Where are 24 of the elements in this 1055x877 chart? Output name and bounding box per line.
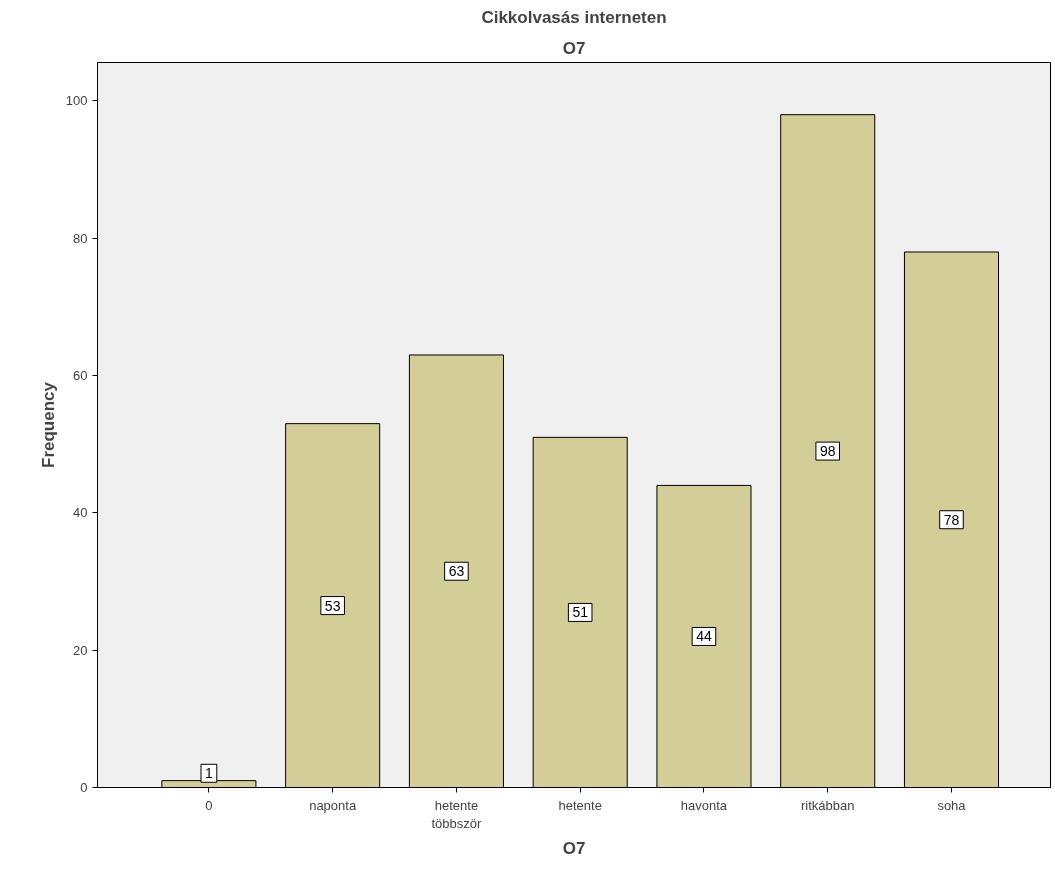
x-tick-label: naponta [309,797,357,813]
x-tick-label: soha [937,797,967,813]
chart-subtitle: O7 [562,38,586,58]
data-label: 63 [448,563,465,580]
chart-title: Cikkolvasás interneten [481,7,667,27]
x-tick-label: hetente [558,797,602,813]
x-axis-title: O7 [562,838,586,858]
data-label: 98 [819,443,836,460]
y-tick-label: 40 [73,505,88,521]
x-tick-label: havonta [680,797,728,813]
y-tick-label: 0 [80,780,88,795]
y-tick-label: 100 [65,93,88,109]
data-label: 53 [324,597,341,614]
x-tick-label: 0 [205,797,213,813]
y-axis-title: Frequency [38,381,58,468]
y-tick-label: 60 [73,368,88,384]
x-tick-label: ritkábban [800,797,855,813]
data-label: 78 [943,511,960,528]
data-label: 1 [205,765,213,782]
y-tick-label: 20 [73,642,88,658]
data-label: 44 [696,628,712,645]
y-tick-label: 80 [73,230,88,246]
data-label: 51 [572,604,589,621]
x-tick-label: hetente többször [431,797,483,831]
